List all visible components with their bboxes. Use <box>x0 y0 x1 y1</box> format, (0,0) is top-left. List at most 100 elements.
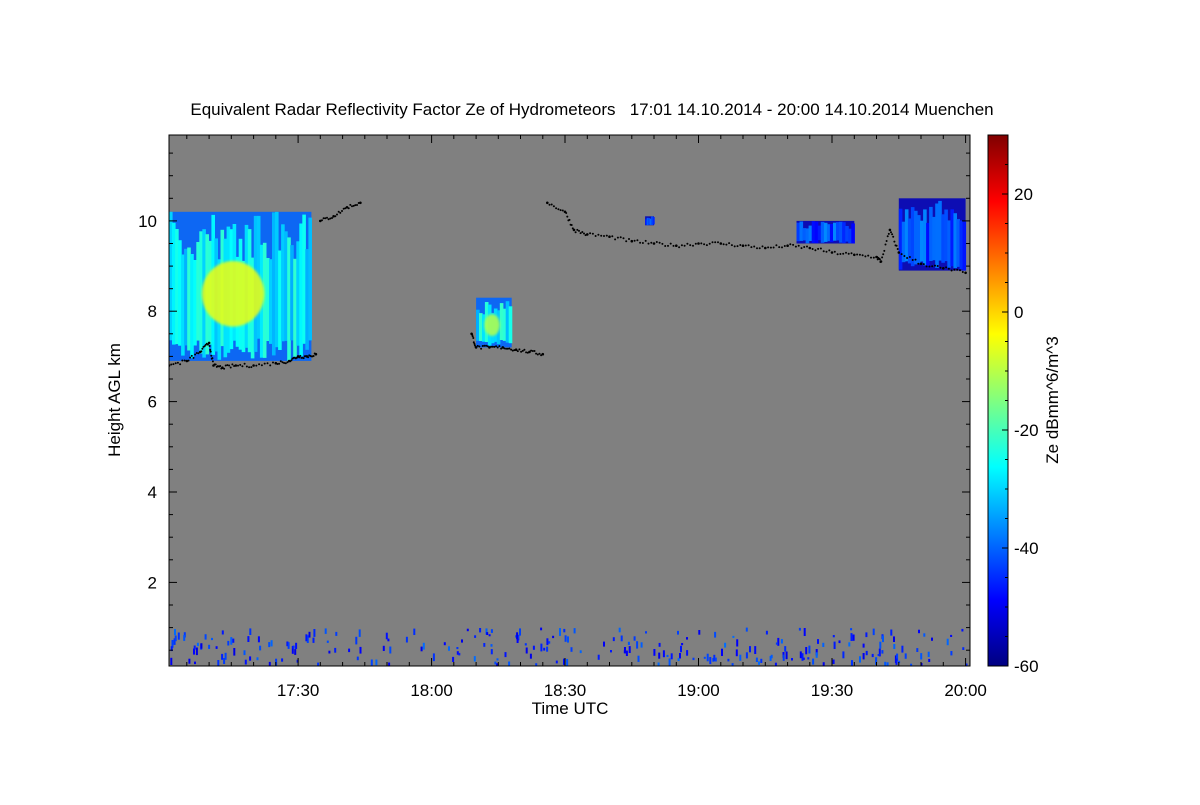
clutter-pixel <box>822 642 825 647</box>
cloud-base-dot <box>611 235 614 238</box>
clutter-pixel <box>882 635 884 643</box>
clutter-pixel <box>270 640 273 647</box>
cloud-base-dot <box>224 364 227 367</box>
clutter-pixel <box>852 634 855 641</box>
cloud-base-point <box>314 352 318 356</box>
echo-column <box>482 314 486 342</box>
cloud-base-dot <box>936 265 939 267</box>
cloud-base-dot <box>490 345 493 348</box>
echo-column <box>293 258 297 357</box>
clutter-pixel <box>294 649 297 655</box>
clutter-pixel <box>324 628 327 634</box>
clutter-pixel <box>525 647 528 654</box>
cloud-base-dot <box>891 233 894 236</box>
cloud-base-dot <box>278 362 281 365</box>
clutter-pixel <box>802 657 805 660</box>
cloud-base-dot <box>956 268 959 271</box>
clutter-pixel <box>807 657 810 660</box>
clutter-pixel <box>842 651 845 659</box>
clutter-pixel <box>950 634 953 637</box>
cloud-base-layer <box>169 201 967 370</box>
clutter-pixel <box>920 653 923 660</box>
cloud-base-dot <box>928 265 931 268</box>
clutter-pixel <box>200 643 203 649</box>
cloud-base-dot <box>341 210 343 212</box>
clutter-pixel <box>257 636 260 643</box>
cloud-base-dot <box>750 246 753 249</box>
clutter-pixel <box>174 635 177 642</box>
echo-column <box>275 211 279 348</box>
cloud-base-dot <box>322 217 325 220</box>
echo-column <box>172 222 176 345</box>
clutter-pixel <box>679 653 681 659</box>
cloud-base-point <box>919 262 923 266</box>
cloud-base-point <box>853 253 856 257</box>
cloud-base-dot <box>211 360 214 363</box>
echo-column <box>941 214 945 263</box>
cloud-base-dot <box>540 354 543 357</box>
echo-core <box>484 314 500 336</box>
cloud-base-dot <box>516 350 519 353</box>
clutter-pixel <box>628 646 631 653</box>
clutter-pixel <box>916 648 919 652</box>
clutter-pixel <box>268 661 271 666</box>
echo-column <box>898 208 903 270</box>
cloud-base-dot <box>864 255 867 258</box>
clutter-pixel <box>448 646 450 651</box>
clutter-pixel <box>928 658 931 662</box>
echo-column <box>269 259 273 344</box>
cloud-base-dot <box>520 350 523 353</box>
clutter-pixel <box>872 628 875 636</box>
cloud-base-dot <box>792 243 795 246</box>
echo-column <box>178 240 182 346</box>
cloud-base-dot <box>717 241 719 244</box>
cloud-base-dot <box>639 241 642 244</box>
echo-column <box>651 216 654 225</box>
clutter-pixel <box>832 635 835 638</box>
cloud-base-dot <box>471 335 474 338</box>
clutter-pixel <box>754 646 757 654</box>
clutter-pixel <box>877 654 880 656</box>
clutter-pixel <box>370 659 373 666</box>
clutter-pixel <box>516 632 519 640</box>
clutter-pixel <box>777 637 780 646</box>
cloud-base-dot <box>884 243 887 246</box>
echo-column <box>796 222 801 242</box>
clutter-pixel <box>910 663 913 666</box>
cloud-base-dot <box>644 239 647 242</box>
clutter-pixel <box>268 642 271 648</box>
colorbar-tick-label: -20 <box>1014 421 1039 440</box>
clutter-pixel <box>879 641 882 649</box>
x-tick-label: 17:30 <box>277 681 320 700</box>
cloud-base-dot <box>276 363 279 365</box>
cloud-base-dot <box>845 251 847 254</box>
echo-column <box>833 222 837 241</box>
clutter-pixel <box>291 646 294 654</box>
clutter-pixel <box>735 649 738 657</box>
clutter-pixel <box>886 662 889 666</box>
clutter-pixel <box>680 645 682 653</box>
clutter-pixel <box>479 628 482 633</box>
echo-column <box>649 218 652 225</box>
clutter-pixel <box>223 658 226 664</box>
clutter-pixel <box>760 658 763 663</box>
cloud-base-dot <box>491 345 494 348</box>
clutter-pixel <box>758 661 760 665</box>
clutter-pixel <box>946 638 949 646</box>
cloud-base-dot <box>744 244 747 247</box>
cloud-base-dot <box>214 363 217 366</box>
cloud-base-dot <box>531 350 534 352</box>
cloud-base-dot <box>503 347 506 350</box>
echo-column <box>929 206 933 261</box>
echo-column <box>842 222 846 244</box>
clutter-pixel <box>356 656 359 661</box>
echo-column <box>479 313 483 341</box>
clutter-pixel <box>249 628 252 635</box>
cloud-base-dot <box>736 245 739 248</box>
clutter-pixel <box>247 636 250 642</box>
cloud-base-dot <box>478 345 481 348</box>
cloud-base-dot <box>331 217 333 219</box>
cloud-base-dot <box>183 359 186 362</box>
clutter-pixel <box>504 652 507 658</box>
